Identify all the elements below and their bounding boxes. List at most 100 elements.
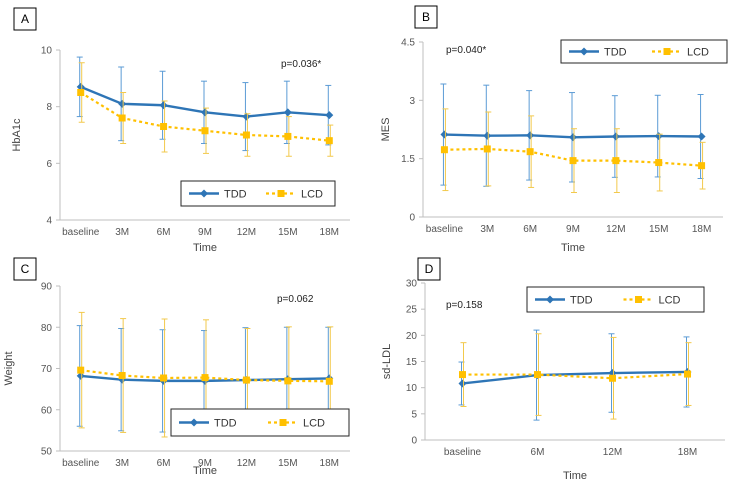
legend-label: LCD	[303, 418, 325, 430]
data-point	[201, 108, 209, 117]
y-tick-label: 60	[41, 405, 53, 416]
legend-marker	[580, 47, 588, 56]
x-tick-label: 9M	[566, 224, 580, 235]
y-tick-label: 10	[406, 383, 418, 394]
y-tick-label: 8	[46, 102, 52, 113]
data-point	[160, 123, 168, 130]
data-point	[697, 132, 706, 141]
data-point	[569, 157, 577, 165]
data-point	[201, 374, 209, 382]
data-point	[483, 145, 491, 153]
x-tick-label: 18M	[678, 447, 697, 458]
panel-label-box	[13, 7, 37, 31]
x-tick-label: 6M	[523, 224, 537, 235]
x-tick-label: 12M	[237, 458, 256, 469]
y-tick-label: 50	[41, 447, 53, 458]
y-tick-label: 1.5	[401, 154, 415, 165]
x-tick-label: 9M	[198, 227, 212, 238]
x-tick-label: 15M	[278, 458, 297, 469]
data-point	[684, 370, 691, 378]
data-point	[526, 148, 534, 156]
y-tick-label: 70	[41, 364, 53, 375]
data-point	[201, 127, 209, 135]
data-point	[159, 101, 168, 110]
y-tick-label: 20	[406, 331, 418, 342]
y-tick-label: 90	[41, 282, 53, 293]
data-point	[440, 130, 449, 139]
chart-panel-d: D 0 5 10 15 20 25 30 baseline 6M 12M 18M Time sd-LDL p…	[381, 257, 725, 482]
y-tick-label: 4.5	[401, 38, 415, 49]
x-tick-label: baseline	[62, 227, 100, 238]
x-tick-label: 6M	[157, 458, 171, 469]
series-line	[462, 372, 688, 380]
x-axis-title: Time	[193, 242, 217, 254]
x-tick-label: 3M	[115, 458, 129, 469]
legend-label: TDD	[604, 47, 627, 59]
panel-label: A	[21, 12, 29, 26]
panel-label: D	[425, 262, 434, 276]
legend-label: TDD	[224, 189, 247, 201]
series-lcd	[77, 62, 334, 157]
x-tick-label: 12M	[237, 227, 256, 238]
y-tick-label: 4	[46, 216, 52, 227]
x-axis-title: Time	[563, 470, 587, 482]
x-tick-label: 3M	[480, 224, 494, 235]
x-axis-title: Time	[561, 242, 585, 254]
data-point	[76, 82, 85, 91]
legend-label: LCD	[659, 295, 681, 307]
series-line	[462, 370, 688, 385]
series-tdd	[440, 83, 706, 187]
data-point	[654, 132, 663, 141]
data-point	[534, 371, 541, 379]
y-tick-label: 30	[406, 279, 418, 290]
legend-marker	[190, 418, 198, 427]
series-tdd	[76, 56, 334, 152]
x-tick-label: 12M	[603, 447, 622, 458]
legend-box	[560, 39, 728, 64]
data-point	[242, 131, 250, 139]
p-value-annotation: p=0.040*	[446, 45, 486, 56]
p-value-annotation: p=0.158	[446, 300, 483, 311]
data-point	[440, 146, 448, 154]
data-point	[76, 371, 85, 380]
data-point	[325, 137, 333, 145]
data-point	[77, 89, 85, 96]
legend-label: LCD	[301, 189, 323, 201]
data-point	[242, 376, 250, 384]
legend: TDD LCD	[526, 286, 705, 313]
x-tick-label: 6M	[157, 227, 171, 238]
y-tick-label: 80	[41, 323, 53, 334]
x-tick-label: 3M	[115, 227, 129, 238]
data-point	[612, 157, 620, 165]
chart-panel-a: A 4 6 8 10 baseline 3M 6M 9M 12M 15M 18M Time HbA1c p=…	[11, 7, 350, 254]
legend-marker	[200, 189, 208, 198]
legend-label: LCD	[687, 47, 709, 59]
y-tick-label: 10	[41, 46, 53, 57]
y-axis-title: sd-LDL	[381, 344, 393, 379]
y-axis-title: MES	[380, 118, 392, 142]
data-point	[160, 374, 168, 382]
data-point	[611, 132, 620, 141]
y-tick-label: 5	[411, 409, 417, 420]
x-tick-label: 18M	[692, 224, 711, 235]
p-value-annotation: p=0.036*	[281, 59, 321, 70]
x-tick-label: 6M	[531, 447, 545, 458]
x-tick-label: 9M	[198, 458, 212, 469]
x-tick-label: 12M	[606, 224, 625, 235]
data-point	[283, 108, 292, 117]
panel-label-box	[417, 257, 441, 281]
data-point	[284, 377, 292, 385]
legend-marker	[279, 419, 287, 426]
y-tick-label: 0	[409, 213, 415, 224]
data-point	[242, 112, 251, 121]
x-tick-label: 18M	[320, 458, 339, 469]
data-point	[77, 366, 85, 374]
legend-marker	[663, 48, 671, 55]
data-point	[118, 114, 126, 122]
panel-label: B	[422, 10, 430, 24]
y-tick-label: 6	[46, 159, 52, 170]
legend: TDD LCD	[170, 408, 350, 437]
data-point	[609, 374, 616, 382]
y-tick-label: 25	[406, 305, 418, 316]
y-axis-title: HbA1c	[11, 118, 23, 152]
